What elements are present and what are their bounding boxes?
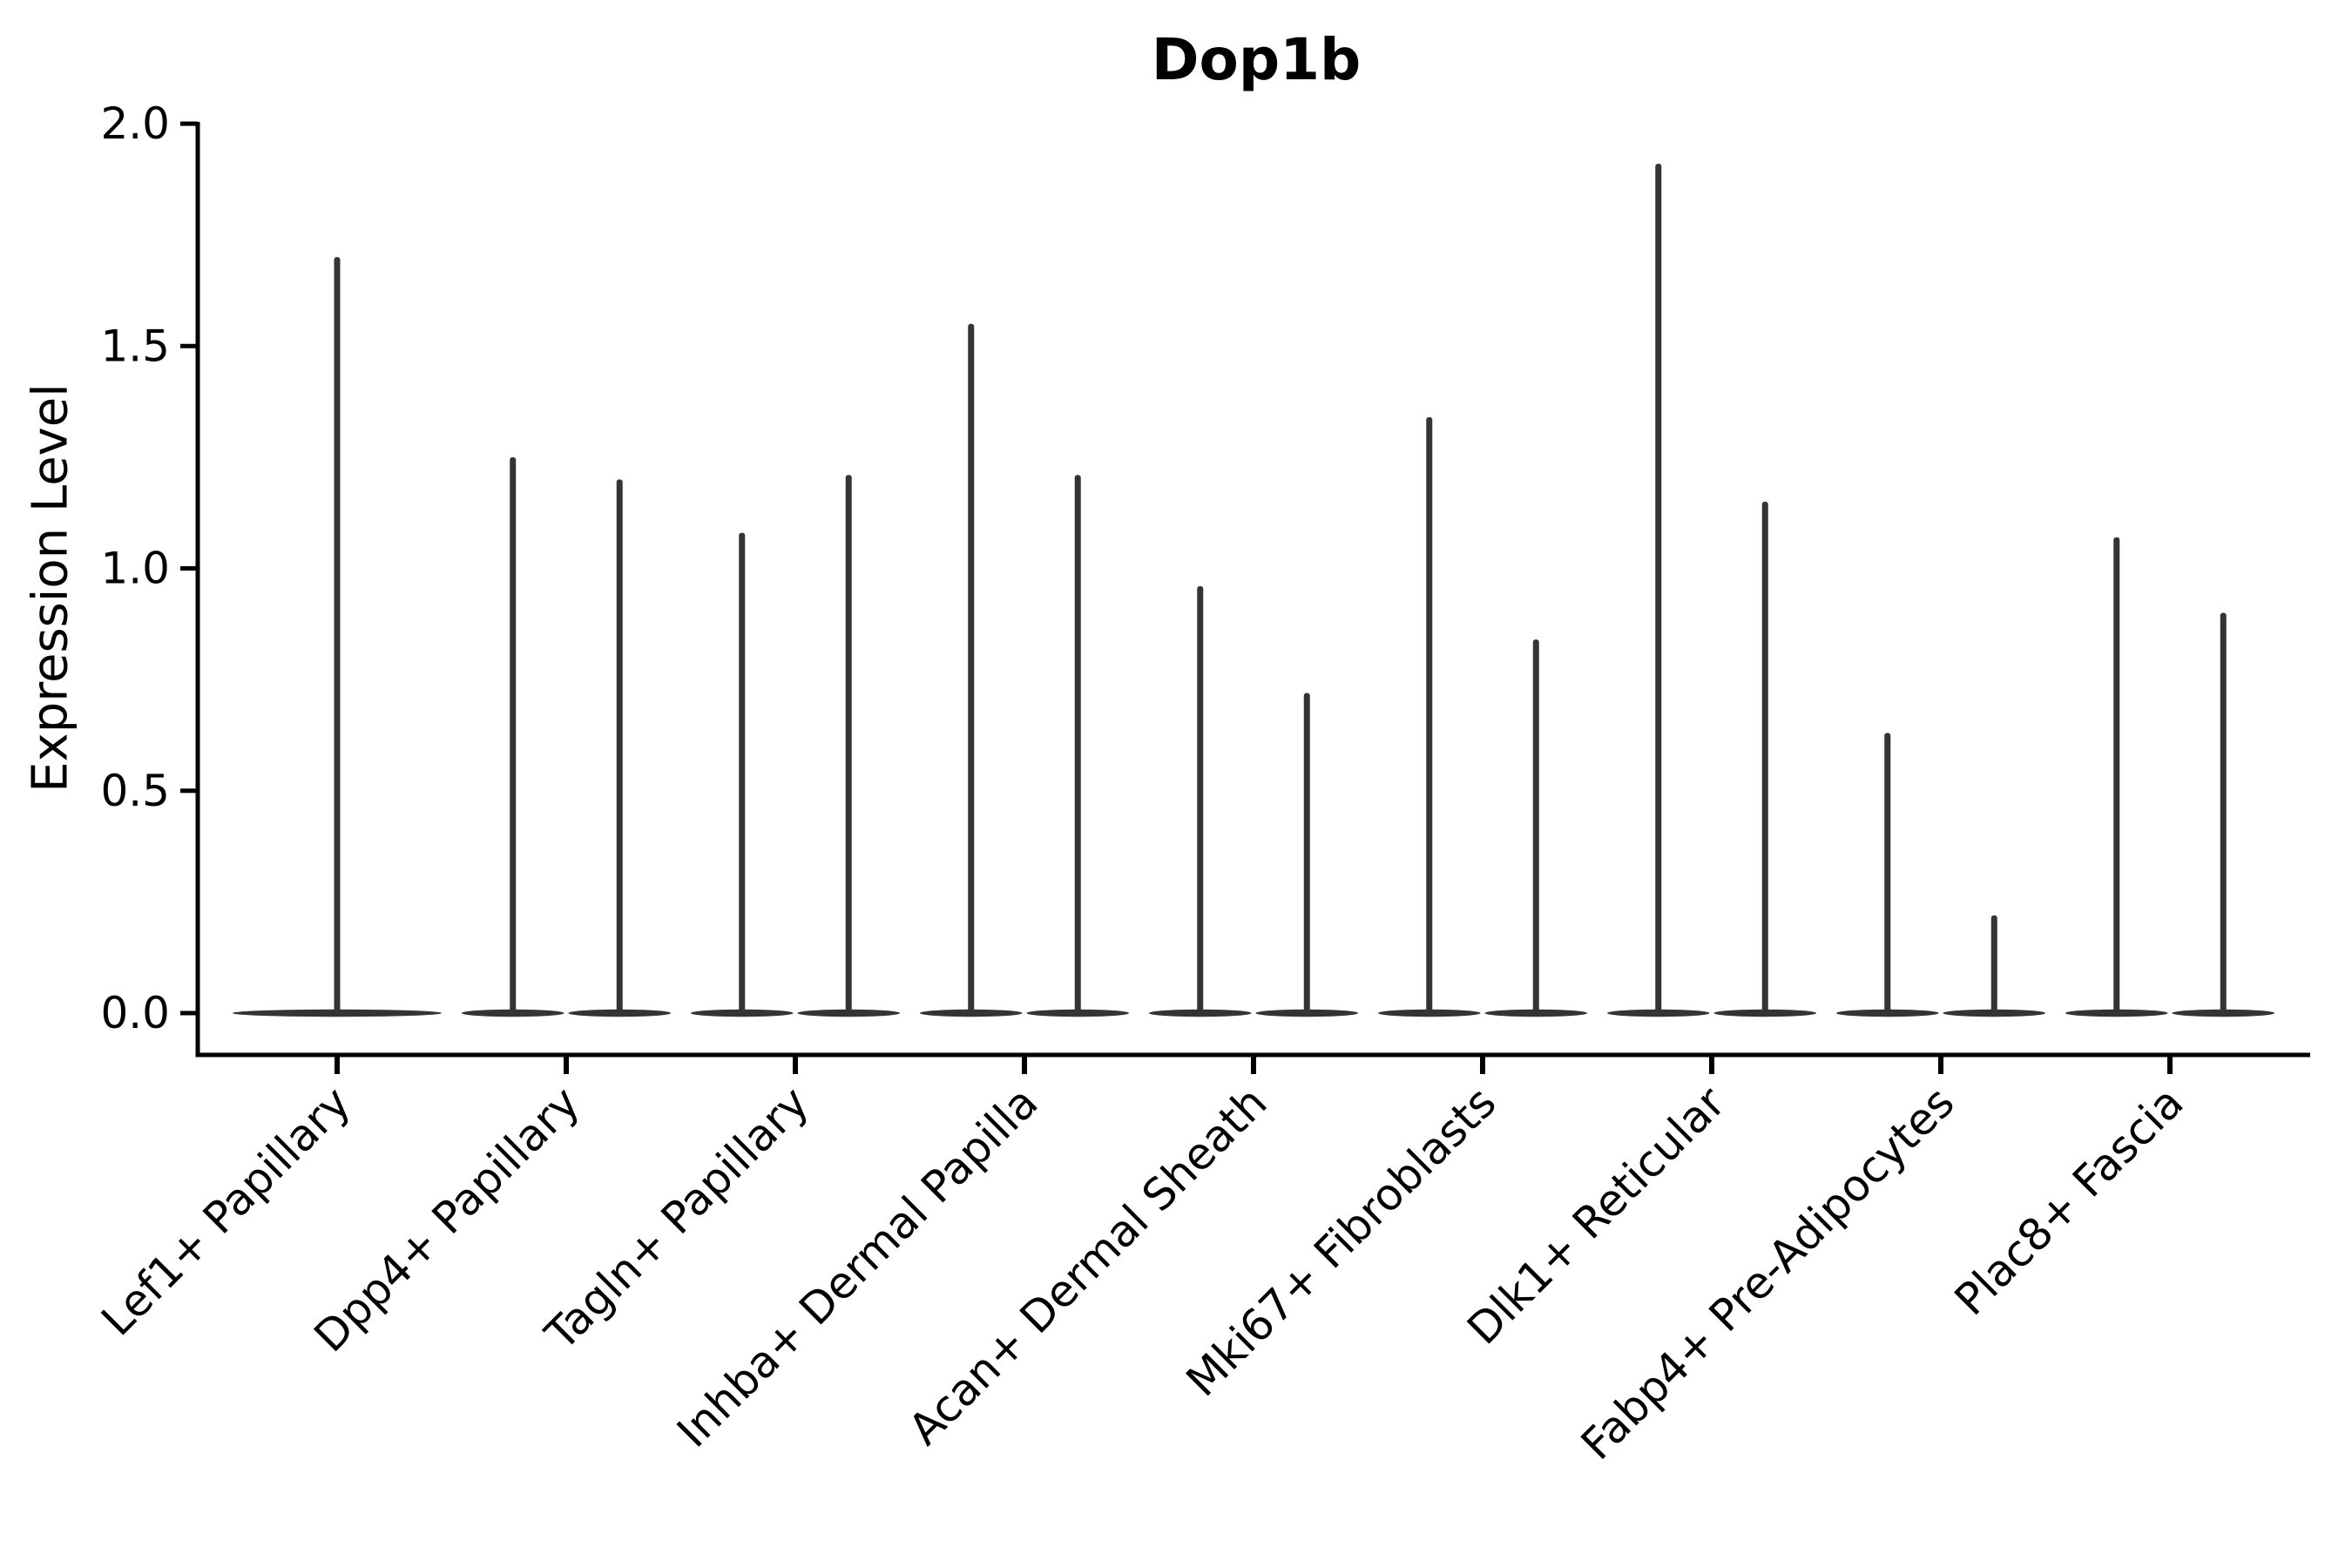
- y-tick-label: 2.0: [100, 98, 170, 149]
- violin-spike: [1761, 501, 1768, 1015]
- violin-spike: [616, 479, 623, 1015]
- y-tick-label: 1.0: [100, 544, 170, 594]
- violin-spike: [1655, 163, 1662, 1015]
- y-axis-label: Expression Level: [22, 383, 79, 793]
- x-tick-label: Lef1+ Papillary: [91, 1077, 360, 1345]
- y-tick-label: 0.5: [100, 766, 170, 816]
- violin-spike: [510, 456, 517, 1015]
- violin-spike: [1074, 475, 1081, 1015]
- violin-spike: [2113, 537, 2120, 1015]
- violin-spike: [1197, 585, 1204, 1015]
- violin-spike: [845, 475, 852, 1015]
- violin-spike: [334, 257, 341, 1015]
- violin-spike: [1990, 915, 1997, 1015]
- violin-spike: [968, 323, 975, 1016]
- x-tick-label: Fabp4+ Pre-Adipocytes: [1571, 1077, 1964, 1470]
- violin-spike: [1303, 693, 1310, 1015]
- violin-spike: [739, 532, 746, 1015]
- violin-spike: [2220, 612, 2227, 1015]
- x-tick-label: Plac8+ Fascia: [1945, 1077, 2193, 1325]
- violin-spike: [1426, 416, 1433, 1015]
- violin-spike: [1532, 639, 1539, 1015]
- violin-spike: [1884, 733, 1891, 1015]
- chart-title: Dop1b: [1151, 26, 1362, 93]
- y-tick-label: 0.0: [100, 988, 170, 1038]
- y-tick-label: 1.5: [100, 321, 170, 371]
